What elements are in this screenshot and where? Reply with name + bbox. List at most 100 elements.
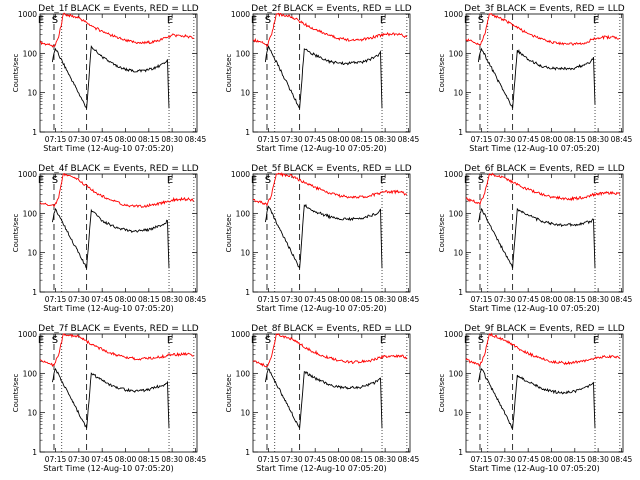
panel-9-xtick-label: 07:45 (517, 455, 539, 464)
panel-9-ylabel: Counts/sec (438, 374, 446, 413)
panel-7-group: Det_7f BLACK = Events, RED = LLD 1 10 100 10… (12, 324, 206, 473)
panel-9-lld-rate-line (465, 332, 621, 367)
panel-2-ytick-label: 1000 (231, 10, 250, 19)
panel-8-xtick-label: 08:30 (374, 455, 396, 464)
panel-7-ytick-label: 100 (23, 369, 38, 378)
panel-6-xtick-label: 08:45 (611, 295, 633, 304)
panel-6-xtick-label: 07:15 (471, 295, 493, 304)
panel-5-xtick-label: 07:30 (281, 295, 303, 304)
panel-4-xtick-label: 08:45 (185, 295, 207, 304)
panel-9-xtick-label: 08:15 (564, 455, 586, 464)
panel-2-xtick-label: 08:45 (398, 135, 420, 144)
panel-1-group: Det_1f BLACK = Events, RED = LLD 1 10 100 10… (12, 4, 206, 153)
panel-2-xtick-label: 08:00 (328, 135, 350, 144)
panel-5-xtick-label: 07:45 (304, 295, 326, 304)
panel-3-ytick-label: 10 (453, 89, 463, 98)
panel-8-events-rate-line (264, 368, 383, 429)
panel-6-xtick-label: 07:45 (517, 295, 539, 304)
panel-3-ytick-label: 1000 (444, 10, 463, 19)
panel-8-xtick-label: 07:45 (304, 455, 326, 464)
panel-1-xtick-label: 07:15 (45, 135, 67, 144)
panel-3-xtick-label: 07:45 (517, 135, 539, 144)
panel-1-xtick-label: 07:30 (68, 135, 90, 144)
panel-3-xtick-label: 08:45 (611, 135, 633, 144)
panel-7-xtick-label: 08:15 (138, 455, 160, 464)
panel-8-lld-rate-line (252, 333, 408, 368)
panel-4-lld-rate-line (39, 172, 195, 209)
panel-5-ytick-label: 100 (236, 209, 251, 218)
panel-1-xtick-label: 07:45 (91, 135, 113, 144)
panel-4-plot-frame (39, 173, 198, 293)
panel-8-ylabel: Counts/sec (225, 374, 233, 413)
panel-7-title: Det_7f BLACK = Events, RED = LLD (38, 324, 198, 334)
panel-4-xtick-label: 07:45 (91, 295, 113, 304)
panel-3-xtick-label: 08:30 (587, 135, 609, 144)
panel-7-marker-label: E (167, 335, 173, 346)
panel-8-xtick-label: 07:15 (258, 455, 280, 464)
panel-3-events-rate-line (477, 47, 596, 109)
panel-9-marker-label: E (464, 335, 470, 346)
panel-5-marker-label: E (251, 175, 257, 186)
panel-5-xlabel: Start Time (12-Aug-10 07:05:20) (256, 304, 387, 313)
panel-8-xlabel: Start Time (12-Aug-10 07:05:20) (256, 464, 387, 473)
panel-1-xtick-label: 08:45 (185, 135, 207, 144)
panel-2-plot-frame (252, 13, 411, 133)
panel-6-ylabel: Counts/sec (438, 214, 446, 253)
panel-1-marker-label: S (52, 15, 58, 26)
panel-3-lld-rate-line (465, 13, 620, 46)
panel-1-ytick-label: 1000 (18, 10, 37, 19)
panel-4-ytick-label: 1000 (18, 170, 37, 179)
panel-7-ytick-label: 10 (27, 409, 37, 418)
panel-4-title: Det_4f BLACK = Events, RED = LLD (38, 164, 198, 174)
panel-7-xlabel: Start Time (12-Aug-10 07:05:20) (43, 464, 174, 473)
panel-3-ylabel: Counts/sec (438, 54, 446, 93)
panel-3-xlabel: Start Time (12-Aug-10 07:05:20) (469, 144, 600, 153)
panel-9-plot-frame (465, 333, 624, 453)
panel-2-lld-rate-line (252, 12, 408, 48)
panel-7-ylabel: Counts/sec (12, 374, 20, 413)
panel-3-marker-label: E (593, 15, 599, 26)
panel-8-ytick-label: 1000 (231, 330, 250, 339)
panel-9-xtick-label: 07:30 (494, 455, 516, 464)
panel-4-marker-label: E (38, 175, 44, 186)
panel-7-events-rate-line (51, 367, 170, 429)
panel-4-ylabel: Counts/sec (12, 214, 20, 253)
panel-1-xtick-label: 08:15 (138, 135, 160, 144)
panel-2-xtick-label: 08:30 (374, 135, 396, 144)
panel-4-marker-label: S (52, 175, 58, 186)
panel-5-lld-rate-line (252, 172, 408, 207)
panel-5-group: Det_5f BLACK = Events, RED = LLD 1 10 100 10… (225, 164, 419, 313)
panel-1-ylabel: Counts/sec (12, 54, 20, 93)
panel-2-ytick-label: 10 (240, 89, 250, 98)
panel-1-marker-label: E (167, 15, 173, 26)
panel-2-ylabel: Counts/sec (225, 54, 233, 93)
panel-7-marker-label: S (52, 335, 58, 346)
panel-3-xtick-label: 07:30 (494, 135, 516, 144)
panel-4-xtick-label: 08:15 (138, 295, 160, 304)
panel-2-group: Det_2f BLACK = Events, RED = LLD 1 10 100 10… (225, 4, 419, 153)
panel-6-ytick-label: 1 (458, 288, 463, 297)
panel-6-events-rate-line (477, 207, 596, 269)
panel-7-xtick-label: 08:00 (115, 455, 137, 464)
panel-8-group: Det_8f BLACK = Events, RED = LLD 1 10 100 10… (225, 324, 419, 473)
panel-3-marker-label: S (478, 15, 484, 26)
panel-7-xtick-label: 08:45 (185, 455, 207, 464)
panel-1-xtick-label: 08:30 (161, 135, 183, 144)
panel-9-ytick-label: 1000 (444, 330, 463, 339)
panel-9-xtick-label: 08:45 (611, 455, 633, 464)
panel-5-plot-frame (252, 173, 411, 293)
panel-7-xtick-label: 07:15 (45, 455, 67, 464)
panel-5-marker-label: S (265, 175, 271, 186)
panel-8-marker-label: E (380, 335, 386, 346)
panel-9-ytick-label: 100 (449, 369, 464, 378)
panel-9-xtick-label: 07:15 (471, 455, 493, 464)
panel-4-xlabel: Start Time (12-Aug-10 07:05:20) (43, 304, 174, 313)
panel-7-lld-rate-line (40, 333, 195, 368)
panel-1-xlabel: Start Time (12-Aug-10 07:05:20) (43, 144, 174, 153)
panel-6-lld-rate-line (465, 172, 621, 206)
panel-2-ytick-label: 100 (236, 49, 251, 58)
panel-4-ytick-label: 100 (23, 209, 38, 218)
panel-8-xtick-label: 07:30 (281, 455, 303, 464)
panel-3-marker-label: E (464, 15, 470, 26)
